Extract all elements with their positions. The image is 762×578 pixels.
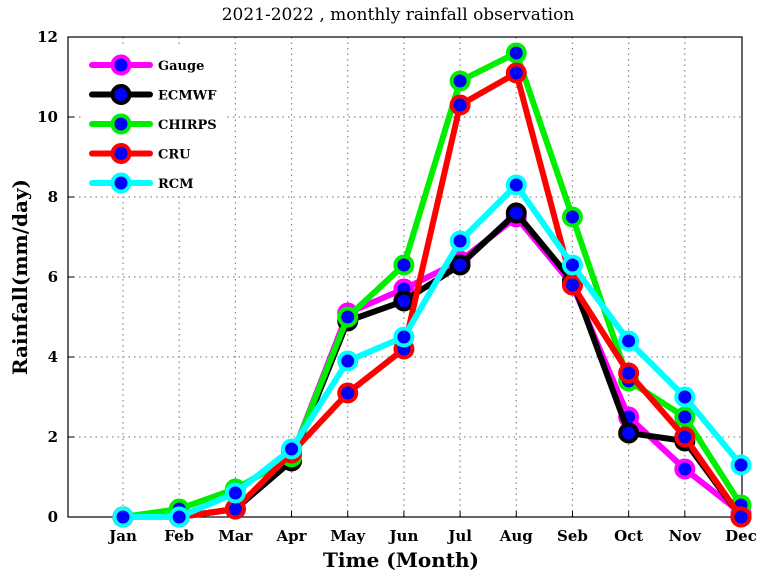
y-tick-label: 10 [37, 108, 58, 126]
data-point-cru [561, 274, 583, 296]
legend-swatch-marker [110, 84, 132, 105]
data-point-rcm [730, 454, 752, 476]
legend-item-rcm: RCM [89, 172, 194, 194]
data-point-rcm [674, 386, 696, 408]
data-point-chirps [337, 306, 359, 328]
data-point-chirps [449, 70, 471, 92]
data-point-rcm [449, 230, 471, 252]
data-point-rcm [337, 350, 359, 372]
data-point-rcm [393, 326, 415, 348]
data-point-cru [618, 362, 640, 384]
data-point-gauge [674, 458, 696, 480]
data-point-rcm [168, 506, 190, 528]
data-point-chirps [674, 406, 696, 428]
x-tick-label: Oct [614, 527, 643, 545]
data-point-chirps [393, 254, 415, 276]
data-point-ecmwf [505, 202, 527, 224]
x-axis-title: Time (Month) [323, 548, 479, 572]
data-point-cru [674, 426, 696, 448]
data-point-chirps [561, 206, 583, 228]
x-tick-label: Aug [499, 527, 534, 545]
series-rcm [112, 174, 752, 528]
data-point-ecmwf [618, 422, 640, 444]
y-tick-label: 0 [48, 508, 58, 526]
data-point-rcm [505, 174, 527, 196]
series-layer [112, 42, 752, 528]
y-tick-label: 8 [48, 188, 58, 206]
x-tick-label: Jan [107, 527, 137, 545]
axes: 0 2 4 6 8 10 12 Jan Feb Mar Apr May Jun Jul Aug Seb Oct N… [37, 28, 757, 545]
y-axis-title: Rainfall(mm/day) [8, 179, 32, 375]
legend: Gauge ECMWF CHIRPS CRU RCM [84, 46, 224, 196]
x-tick-label: May [330, 527, 366, 545]
legend-item-chirps: CHIRPS [89, 113, 217, 135]
legend-label: CRU [158, 148, 191, 163]
legend-label: CHIRPS [158, 118, 217, 133]
legend-swatch-marker [110, 143, 132, 164]
data-point-cru [505, 62, 527, 84]
y-tick-label: 4 [48, 348, 58, 366]
x-tick-label: Jul [446, 527, 472, 545]
legend-label: RCM [158, 177, 194, 192]
legend-swatch-marker [110, 172, 132, 194]
legend-label: Gauge [158, 59, 204, 74]
legend-item-ecmwf: ECMWF [89, 84, 217, 105]
legend-item-cru: CRU [89, 143, 191, 164]
data-point-ecmwf [393, 290, 415, 312]
legend-swatch-marker [110, 113, 132, 135]
data-point-rcm [112, 506, 134, 528]
x-tick-label: Feb [164, 527, 194, 545]
series-line-gauge [120, 214, 744, 520]
data-point-cru [337, 382, 359, 404]
y-tick-label: 6 [48, 268, 58, 286]
data-point-cru [730, 506, 752, 528]
chart-title: 2021-2022 , monthly rainfall observation [222, 5, 575, 25]
data-point-ecmwf [449, 254, 471, 276]
data-point-rcm [281, 438, 303, 460]
x-tick-label: Jun [387, 527, 418, 545]
legend-item-gauge: Gauge [89, 54, 204, 76]
data-point-rcm [618, 330, 640, 352]
data-point-chirps [505, 42, 527, 64]
data-point-rcm [561, 254, 583, 276]
legend-swatch-marker [110, 54, 132, 76]
x-tick-label: Dec [725, 527, 757, 545]
data-point-cru [449, 94, 471, 116]
y-tick-label: 12 [37, 28, 58, 46]
x-tick-label: Apr [276, 527, 308, 545]
y-tick-label: 2 [48, 428, 58, 446]
legend-label: ECMWF [158, 89, 217, 104]
x-tick-label: Mar [218, 527, 253, 545]
x-tick-label: Nov [669, 527, 703, 545]
data-point-rcm [224, 482, 246, 504]
x-tick-label: Seb [557, 527, 588, 545]
series-line-ecmwf [120, 210, 744, 520]
